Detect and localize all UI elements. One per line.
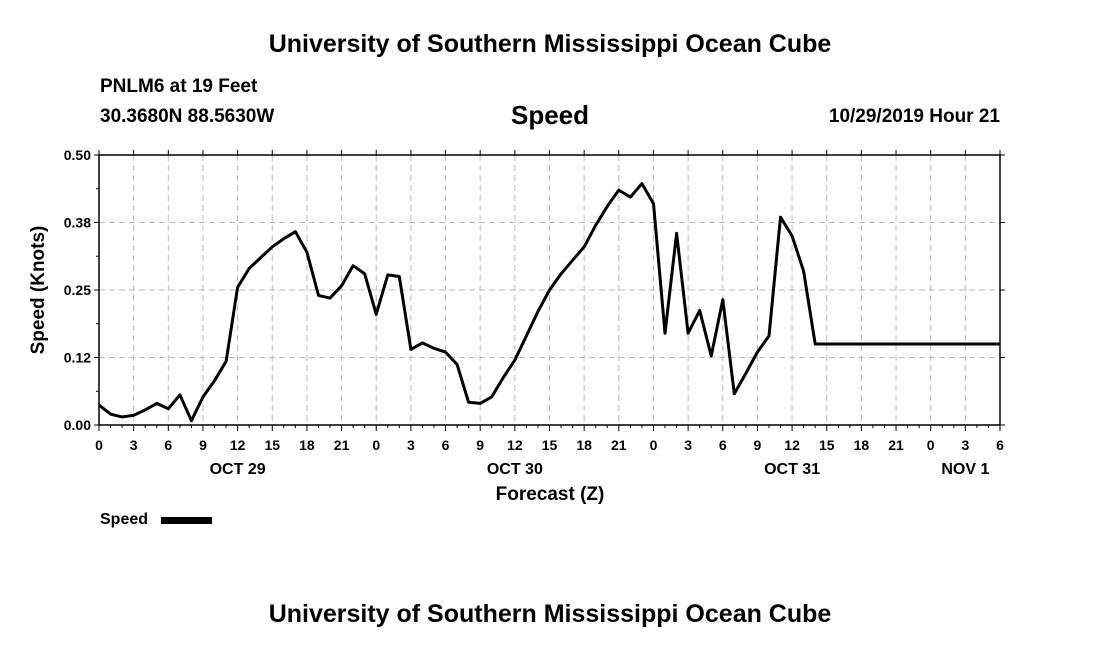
x-tick-label: 21 xyxy=(334,437,350,453)
x-tick-label: 3 xyxy=(684,437,692,453)
y-tick-label: 0.00 xyxy=(64,417,91,433)
x-tick-label: 6 xyxy=(164,437,172,453)
x-tick-label: 21 xyxy=(611,437,627,453)
datetime-label: 10/29/2019 Hour 21 xyxy=(828,106,1000,127)
x-tick-label: 18 xyxy=(299,437,315,453)
x-tick-label: 3 xyxy=(130,437,138,453)
day-labels: OCT 29 OCT 30 OCT 31 NOV 1 xyxy=(210,461,990,478)
x-axis-ticks: 0 3 6 9 12 15 18 21 0 3 6 9 12 15 18 21 0 3 6 9 12 15 18 21 0 3 6 xyxy=(95,150,1004,453)
y-axis-ticks: 0.00 0.12 0.25 0.38 0.50 xyxy=(64,147,1005,433)
x-tick-label: 9 xyxy=(476,437,484,453)
station-line: PNLM6 at 19 Feet xyxy=(100,76,258,97)
x-tick-label: 15 xyxy=(542,437,558,453)
footer-title: University of Southern Mississippi Ocean… xyxy=(268,600,832,628)
x-tick-label: 0 xyxy=(95,437,103,453)
y-axis-label: Speed (Knots) xyxy=(28,226,49,355)
x-tick-label: 18 xyxy=(576,437,592,453)
top-title: University of Southern Mississippi Ocean… xyxy=(268,30,832,58)
x-tick-label: 15 xyxy=(264,437,280,453)
day-label: OCT 29 xyxy=(210,461,266,478)
y-tick-label: 0.12 xyxy=(64,350,91,366)
x-tick-label: 12 xyxy=(507,437,523,453)
coords-line: 30.3680N 88.5630W xyxy=(100,106,275,127)
x-tick-label: 6 xyxy=(719,437,727,453)
x-tick-label: 18 xyxy=(854,437,870,453)
speed-series-line xyxy=(98,182,1000,423)
y-tick-label: 0.50 xyxy=(64,147,91,163)
y-tick-label: 0.38 xyxy=(64,215,91,231)
x-tick-label: 6 xyxy=(442,437,450,453)
x-tick-label: 3 xyxy=(407,437,415,453)
x-tick-label: 15 xyxy=(819,437,835,453)
x-tick-label: 12 xyxy=(230,437,246,453)
x-tick-label: 0 xyxy=(372,437,380,453)
x-tick-label: 9 xyxy=(199,437,207,453)
day-label: OCT 31 xyxy=(764,461,820,478)
day-label: NOV 1 xyxy=(941,461,989,478)
x-tick-label: 12 xyxy=(784,437,800,453)
day-label: OCT 30 xyxy=(487,461,543,478)
legend-swatch xyxy=(161,517,212,524)
x-tick-label: 3 xyxy=(961,437,969,453)
y-tick-label: 0.25 xyxy=(64,282,91,298)
legend-label: Speed xyxy=(100,511,148,528)
x-tick-label: 6 xyxy=(996,437,1004,453)
x-tick-label: 21 xyxy=(888,437,904,453)
x-tick-label: 9 xyxy=(754,437,762,453)
x-tick-label: 0 xyxy=(650,437,658,453)
x-tick-label: 0 xyxy=(927,437,935,453)
x-axis-label: Forecast (Z) xyxy=(496,484,605,505)
chart-title: Speed xyxy=(510,100,590,130)
